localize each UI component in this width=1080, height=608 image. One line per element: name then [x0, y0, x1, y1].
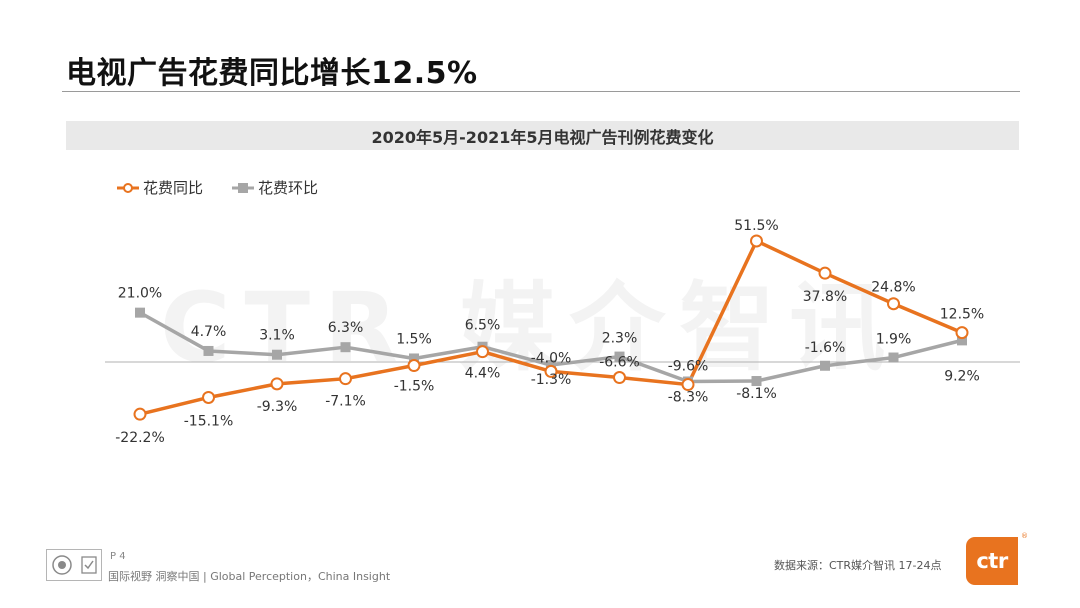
chart-title: 2020年5月-2021年5月电视广告刊例花费变化 [66, 121, 1019, 150]
ctr-logo: ctr [966, 537, 1018, 585]
footer-slogan: 国际视野 洞察中国 | Global Perception，China Insi… [108, 570, 391, 583]
data-label-yoy: -7.1% [325, 394, 366, 410]
legend-label-yoy: 花费同比 [143, 179, 203, 197]
data-point-yoy [339, 372, 352, 386]
data-point-mom [272, 349, 282, 360]
page-title: 电视广告花费同比增长12.5% [66, 56, 478, 91]
data-label-yoy: 4.4% [465, 366, 501, 382]
legend-marker-yoy [123, 183, 133, 193]
data-label-yoy: 37.8% [803, 289, 847, 305]
data-label-mom: -1.6% [805, 340, 846, 356]
data-label-mom: -1.3% [531, 372, 572, 388]
data-point-yoy [750, 234, 763, 248]
certification-logos [46, 549, 102, 581]
data-point-yoy [887, 297, 900, 311]
data-label-yoy: -1.5% [394, 379, 435, 395]
data-label-mom: 6.3% [328, 320, 364, 336]
title-divider [62, 91, 1020, 92]
data-point-yoy [476, 345, 489, 359]
data-point-mom [409, 353, 419, 364]
data-point-mom [957, 335, 967, 346]
registered-mark: ® [1021, 532, 1028, 540]
data-label-mom: -8.3% [668, 390, 709, 406]
data-label-yoy: -6.6% [599, 355, 640, 371]
legend-label-mom: 花费环比 [258, 179, 318, 197]
data-point-yoy [544, 364, 558, 378]
data-label-yoy: 12.5% [940, 307, 984, 323]
data-point-mom [820, 360, 830, 371]
data-label-yoy: 51.5% [734, 218, 778, 234]
data-label-mom: -8.1% [736, 386, 777, 402]
data-label-mom: 1.9% [876, 332, 912, 348]
data-point-yoy [613, 371, 626, 385]
data-point-yoy [270, 377, 284, 391]
data-point-mom [888, 352, 899, 363]
data-point-yoy [407, 359, 421, 373]
data-label-mom: 2.3% [602, 331, 638, 347]
data-label-yoy: -22.2% [115, 430, 165, 446]
data-label-mom: 3.1% [259, 328, 295, 344]
data-point-yoy [133, 407, 147, 421]
data-point-mom [135, 307, 145, 318]
data-point-mom [340, 342, 351, 353]
data-point-mom [203, 345, 214, 356]
certification-badge-icon [51, 555, 72, 575]
data-point-yoy [681, 378, 695, 392]
data-label-yoy: -9.3% [257, 399, 298, 415]
data-label-yoy: 24.8% [871, 280, 915, 296]
quality-mark-icon [80, 556, 97, 574]
data-label-mom: 21.0% [118, 286, 162, 302]
data-label-mom: 4.7% [191, 324, 227, 340]
data-label-mom: 1.5% [396, 331, 432, 347]
legend-marker-mom [238, 183, 248, 193]
data-label-yoy: -15.1% [184, 413, 234, 429]
data-label-mom: 9.2% [944, 368, 980, 384]
data-label-yoy: -9.6% [668, 359, 709, 375]
page-number: P 4 [110, 551, 126, 562]
data-point-yoy [818, 266, 832, 280]
data-label-yoy: -4.0% [531, 350, 572, 366]
data-label-mom: 6.5% [465, 318, 501, 334]
data-point-yoy [202, 390, 215, 404]
data-point-mom [614, 351, 625, 362]
data-point-mom [751, 376, 762, 387]
data-source: 数据来源：CTR媒介智讯 17-24点 [774, 559, 942, 572]
data-point-yoy [955, 326, 969, 340]
